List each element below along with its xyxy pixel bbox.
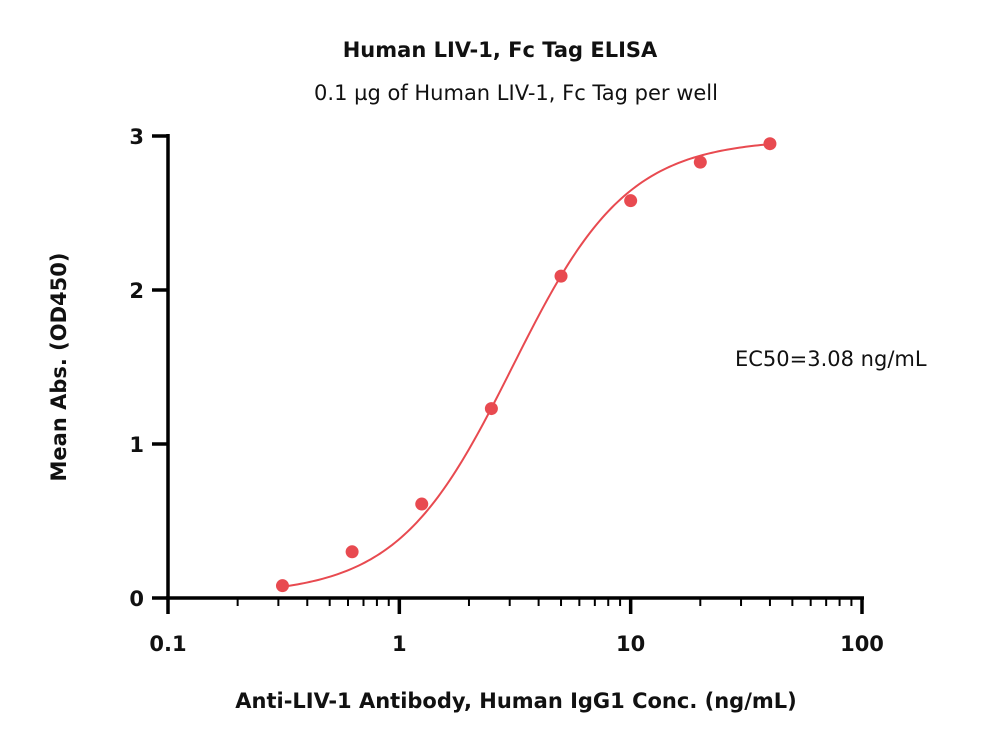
y-axis-label: Mean Abs. (OD450) [47,253,71,482]
data-point [484,402,498,416]
axes [166,134,864,600]
x-axis-label: Anti-LIV-1 Antibody, Human IgG1 Conc. (n… [235,689,796,713]
chart-title: Human LIV-1, Fc Tag ELISA [343,38,658,62]
y-tick-label: 3 [129,125,144,149]
data-point [275,579,289,593]
data-point [624,194,638,208]
data-point [763,137,777,151]
y-tick-label: 2 [129,279,144,303]
x-tick-label: 1 [392,632,407,656]
x-tick-label: 100 [840,632,884,656]
data-point [415,497,429,511]
chart-subtitle: 0.1 µg of Human LIV-1, Fc Tag per well [314,81,718,105]
x-ticks: 0.1 1 10 100 [149,598,884,656]
data-point [554,269,568,283]
data-point [693,155,707,169]
data-point [345,545,359,559]
x-tick-label: 10 [616,632,645,656]
x-tick-label: 0.1 [149,632,186,656]
y-ticks: 0 1 2 3 [129,125,168,611]
y-tick-label: 0 [129,587,144,611]
data-points [275,137,777,593]
y-tick-label: 1 [129,433,144,457]
ec50-annotation: EC50=3.08 ng/mL [735,347,927,371]
fit-curve [282,143,771,588]
